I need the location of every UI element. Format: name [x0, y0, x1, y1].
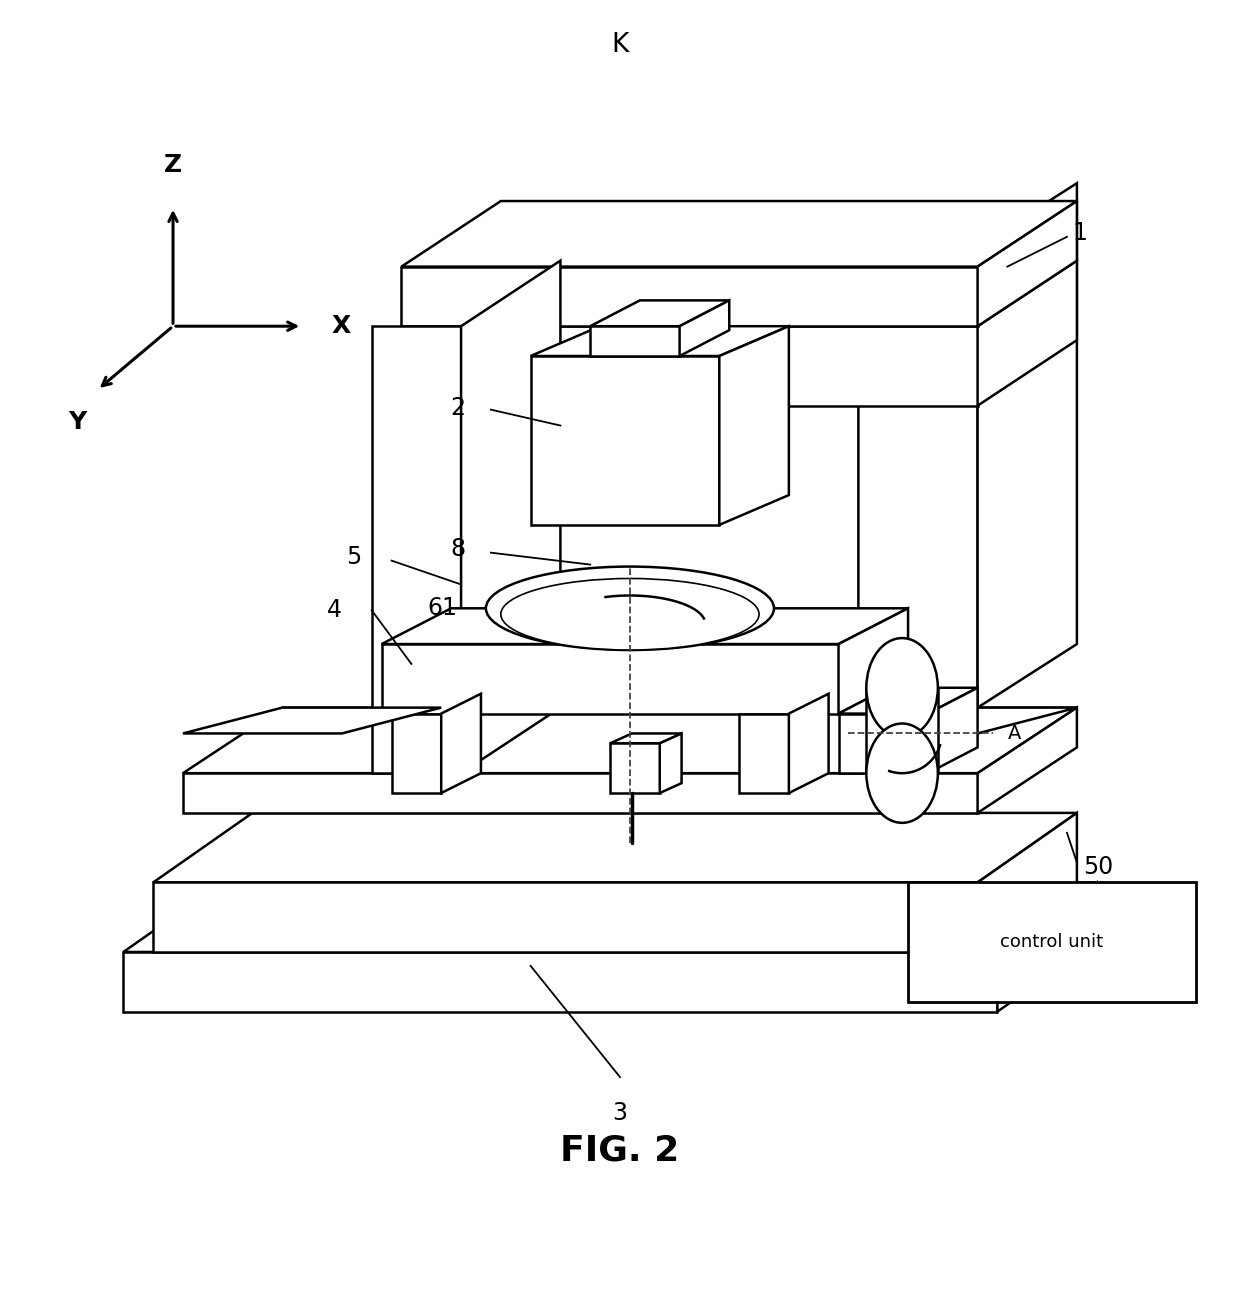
Polygon shape	[928, 687, 977, 773]
Polygon shape	[977, 201, 1076, 326]
Polygon shape	[680, 300, 729, 356]
Polygon shape	[590, 300, 729, 326]
Ellipse shape	[501, 579, 759, 649]
Text: 8: 8	[450, 537, 465, 561]
Polygon shape	[610, 733, 682, 743]
Polygon shape	[154, 812, 1076, 883]
Polygon shape	[977, 812, 1076, 952]
Polygon shape	[858, 246, 977, 773]
Text: 50: 50	[1083, 854, 1114, 879]
Polygon shape	[977, 183, 1076, 708]
Polygon shape	[402, 326, 977, 406]
Polygon shape	[838, 687, 977, 713]
Polygon shape	[997, 883, 1096, 1012]
Polygon shape	[858, 708, 1076, 733]
Polygon shape	[867, 687, 937, 773]
Polygon shape	[531, 326, 789, 356]
Text: Y: Y	[68, 409, 87, 434]
Text: control unit: control unit	[999, 934, 1102, 951]
Polygon shape	[531, 356, 719, 526]
Polygon shape	[590, 326, 680, 356]
Polygon shape	[184, 708, 1076, 773]
Polygon shape	[441, 694, 481, 793]
Polygon shape	[402, 201, 1076, 266]
Text: 61: 61	[428, 596, 458, 621]
Polygon shape	[123, 952, 997, 1012]
Polygon shape	[154, 883, 977, 952]
Polygon shape	[719, 326, 789, 526]
Polygon shape	[184, 773, 977, 812]
Text: A: A	[1007, 724, 1021, 743]
Text: FIG. 2: FIG. 2	[560, 1133, 680, 1167]
Polygon shape	[590, 595, 680, 683]
Polygon shape	[402, 261, 1076, 326]
Ellipse shape	[486, 566, 774, 649]
Text: Z: Z	[164, 153, 182, 177]
Ellipse shape	[867, 724, 937, 823]
Text: X: X	[332, 314, 351, 338]
Text: C: C	[554, 572, 568, 592]
Polygon shape	[372, 326, 461, 773]
Polygon shape	[739, 713, 789, 793]
Polygon shape	[838, 608, 908, 713]
Polygon shape	[838, 713, 928, 773]
Polygon shape	[461, 261, 560, 773]
Polygon shape	[680, 580, 709, 683]
Polygon shape	[977, 708, 1076, 812]
Text: K: K	[611, 33, 629, 59]
Text: 5: 5	[346, 545, 362, 569]
Text: 1: 1	[1073, 220, 1087, 245]
Polygon shape	[184, 708, 441, 733]
Polygon shape	[382, 608, 908, 644]
Text: 3: 3	[613, 1101, 627, 1125]
Ellipse shape	[867, 638, 937, 738]
Polygon shape	[789, 694, 828, 793]
Polygon shape	[977, 261, 1076, 406]
Polygon shape	[392, 713, 441, 793]
Polygon shape	[660, 733, 682, 793]
Polygon shape	[402, 266, 977, 326]
Polygon shape	[123, 883, 1096, 952]
Polygon shape	[610, 743, 660, 793]
FancyBboxPatch shape	[908, 883, 1197, 1001]
Text: 4: 4	[327, 599, 342, 622]
Polygon shape	[590, 580, 709, 595]
Text: 2: 2	[450, 395, 465, 420]
Polygon shape	[382, 644, 838, 713]
